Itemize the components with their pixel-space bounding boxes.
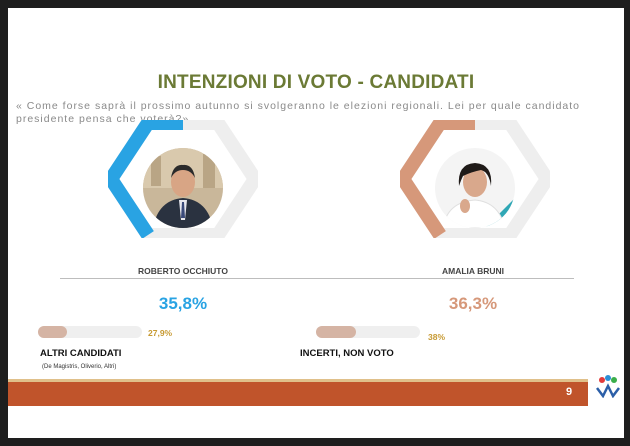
candidate-ring-left bbox=[108, 120, 258, 238]
footer-accent-line bbox=[8, 379, 588, 382]
candidate-photo-right bbox=[435, 148, 515, 228]
candidate-ring-right bbox=[400, 120, 550, 238]
candidate-name-right: AMALIA BRUNI bbox=[441, 266, 504, 276]
slide-title: INTENZIONI DI VOTO - CANDIDATI bbox=[157, 72, 475, 93]
undecided-bar-fill bbox=[316, 326, 356, 338]
undecided-bar-track bbox=[316, 326, 420, 338]
candidate-photo-left bbox=[143, 148, 223, 228]
undecided-percent: 38% bbox=[428, 332, 446, 342]
candidate-ring-left-arc bbox=[108, 120, 183, 238]
others-bar-track bbox=[38, 326, 142, 338]
others-label: ALTRI CANDIDATI bbox=[40, 348, 122, 359]
page-number: 9 bbox=[566, 386, 573, 398]
slide: INTENZIONI DI VOTO - CANDIDATI « Come fo… bbox=[8, 8, 624, 438]
divider-line bbox=[60, 278, 574, 279]
brand-logo-icon bbox=[594, 374, 622, 399]
others-bar-fill bbox=[38, 326, 68, 338]
footer-bar bbox=[8, 382, 588, 406]
candidate-ring-right-arc bbox=[400, 120, 475, 238]
candidate-percent-right: 36,3% bbox=[448, 294, 498, 313]
undecided-label: INCERTI, NON VOTO bbox=[300, 348, 394, 359]
candidate-name-left: ROBERTO OCCHIUTO bbox=[138, 266, 228, 276]
others-sublabel: (De Magistris, Oliverio, Altri) bbox=[42, 364, 117, 370]
others-percent: 27,9% bbox=[148, 328, 173, 338]
candidate-percent-left: 35,8% bbox=[158, 294, 208, 313]
